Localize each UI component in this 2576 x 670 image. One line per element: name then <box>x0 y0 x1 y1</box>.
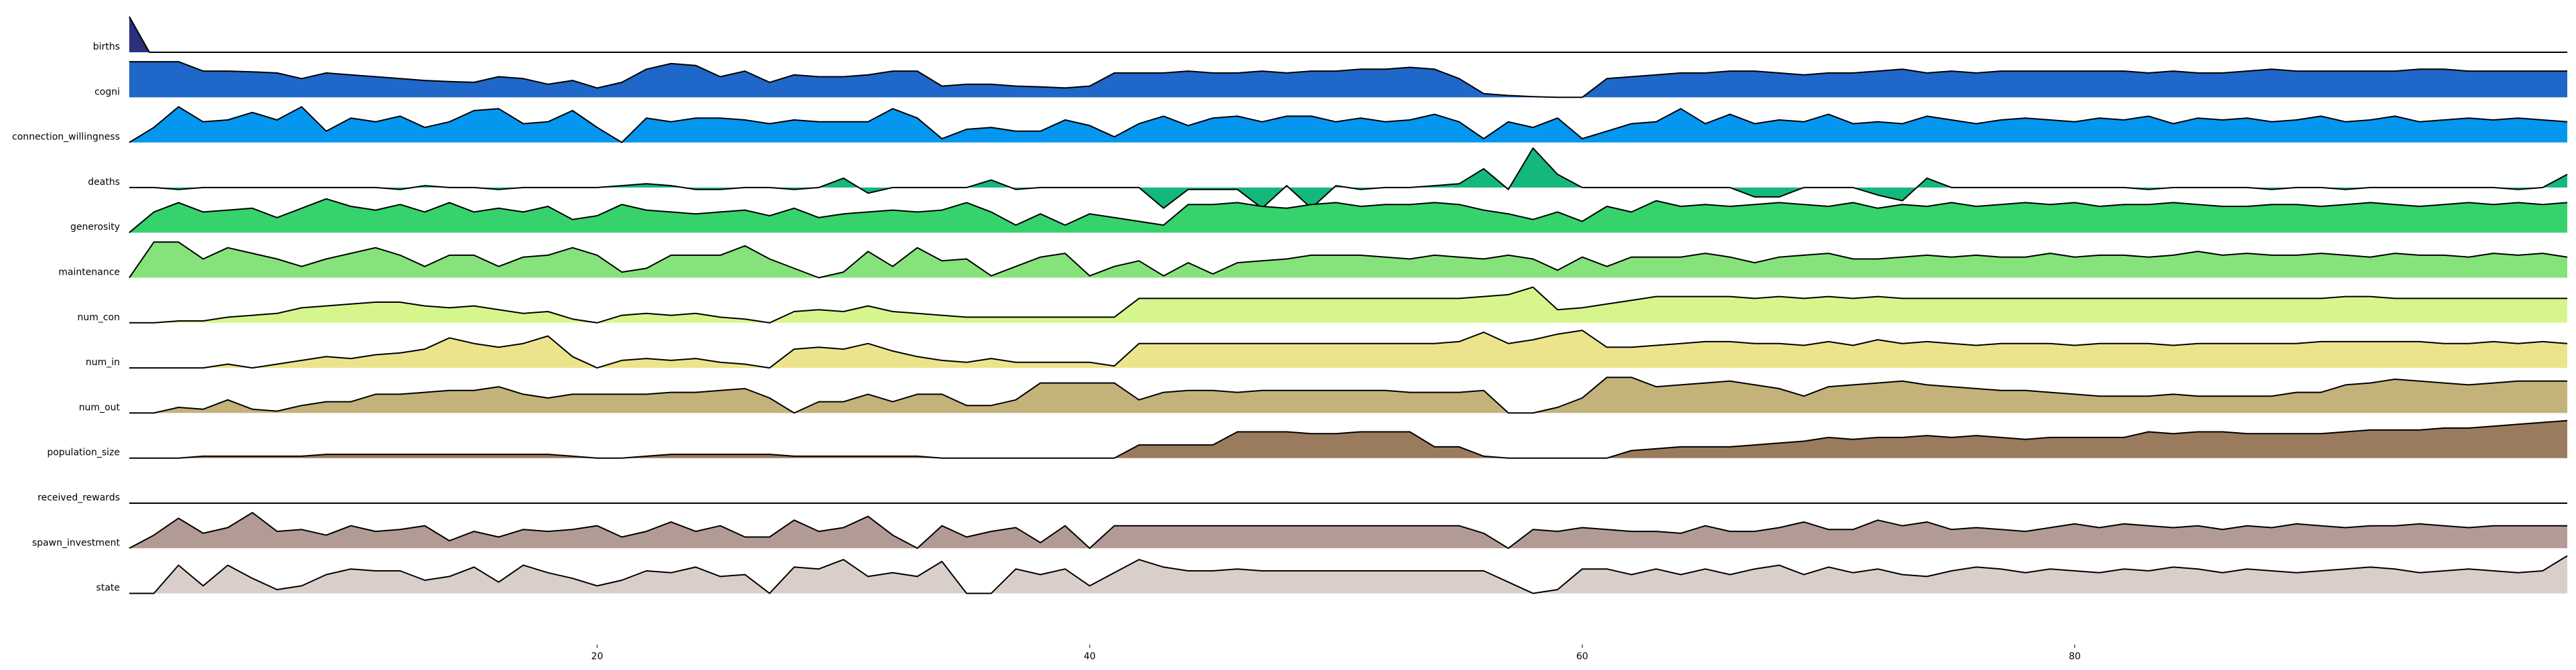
row-label-num-in: num_in <box>86 357 120 368</box>
ridge-line-population-size <box>129 419 2568 459</box>
ridge-area-num-in <box>129 330 2567 368</box>
ridge-maintenance <box>129 241 2568 279</box>
x-axis: 20 40 60 80 <box>591 645 2081 662</box>
row-label-spawn-investment: spawn_investment <box>32 537 121 548</box>
ridge-area-num-con <box>129 287 2567 323</box>
x-tick-label: 20 <box>591 651 603 662</box>
x-tick-label: 80 <box>2069 651 2081 662</box>
ridge-line-deaths <box>129 147 2568 209</box>
ridge-line-num-con <box>129 286 2567 324</box>
ridge-area-maintenance <box>129 242 2567 278</box>
ridge-area-generosity <box>129 198 2567 233</box>
ridge-line-spawn-investment <box>129 512 2567 549</box>
ridge-area-spawn-investment <box>129 513 2567 549</box>
ridge-line-connection-willingness <box>129 106 2568 143</box>
ridge-area-state <box>129 555 2567 594</box>
row-label-generosity: generosity <box>70 222 120 232</box>
ridge-state <box>129 555 2568 594</box>
row-label-deaths: deaths <box>88 177 120 188</box>
row-label-cogni: cogni <box>94 86 120 97</box>
ridge-area-population-size <box>129 420 2567 458</box>
ridge-line-cogni <box>129 61 2567 98</box>
x-tick-label: 40 <box>1084 651 1096 662</box>
row-label-connection-willingness: connection_willingness <box>12 132 120 143</box>
ridge-connection-willingness <box>129 106 2568 143</box>
ridge-area-cogni <box>129 62 2567 98</box>
ridge-line-state <box>129 555 2568 594</box>
row-label-population-size: population_size <box>47 448 120 458</box>
ridge-area-births <box>129 16 2567 52</box>
ridge-line-births <box>129 16 2567 53</box>
ridge-line-maintenance <box>129 241 2568 279</box>
ridge-num-out <box>129 377 2567 414</box>
ridge-area-deaths <box>129 148 2567 208</box>
ridge-area-connection-willingness <box>129 107 2567 143</box>
ridge-population-size <box>129 419 2568 459</box>
ridge-cogni <box>129 61 2567 98</box>
ridges-group <box>129 16 2568 594</box>
ridge-line-num-in <box>129 330 2568 369</box>
row-label-state: state <box>96 583 120 594</box>
row-label-num-out: num_out <box>79 402 121 413</box>
ridge-births <box>129 16 2567 53</box>
ridge-deaths <box>129 147 2568 209</box>
row-label-received-rewards: received_rewards <box>38 492 120 503</box>
row-label-num-con: num_con <box>77 312 120 323</box>
ridge-area-num-out <box>129 377 2567 413</box>
row-label-births: births <box>93 42 120 52</box>
ridge-generosity <box>129 198 2568 233</box>
row-label-maintenance: maintenance <box>58 267 120 278</box>
ridge-spawn-investment <box>129 512 2567 549</box>
ridge-line-num-out <box>129 377 2567 414</box>
x-tick-label: 60 <box>1576 651 1588 662</box>
ridge-line-generosity <box>129 198 2568 233</box>
ridge-num-con <box>129 286 2567 324</box>
ridge-num-in <box>129 330 2568 369</box>
